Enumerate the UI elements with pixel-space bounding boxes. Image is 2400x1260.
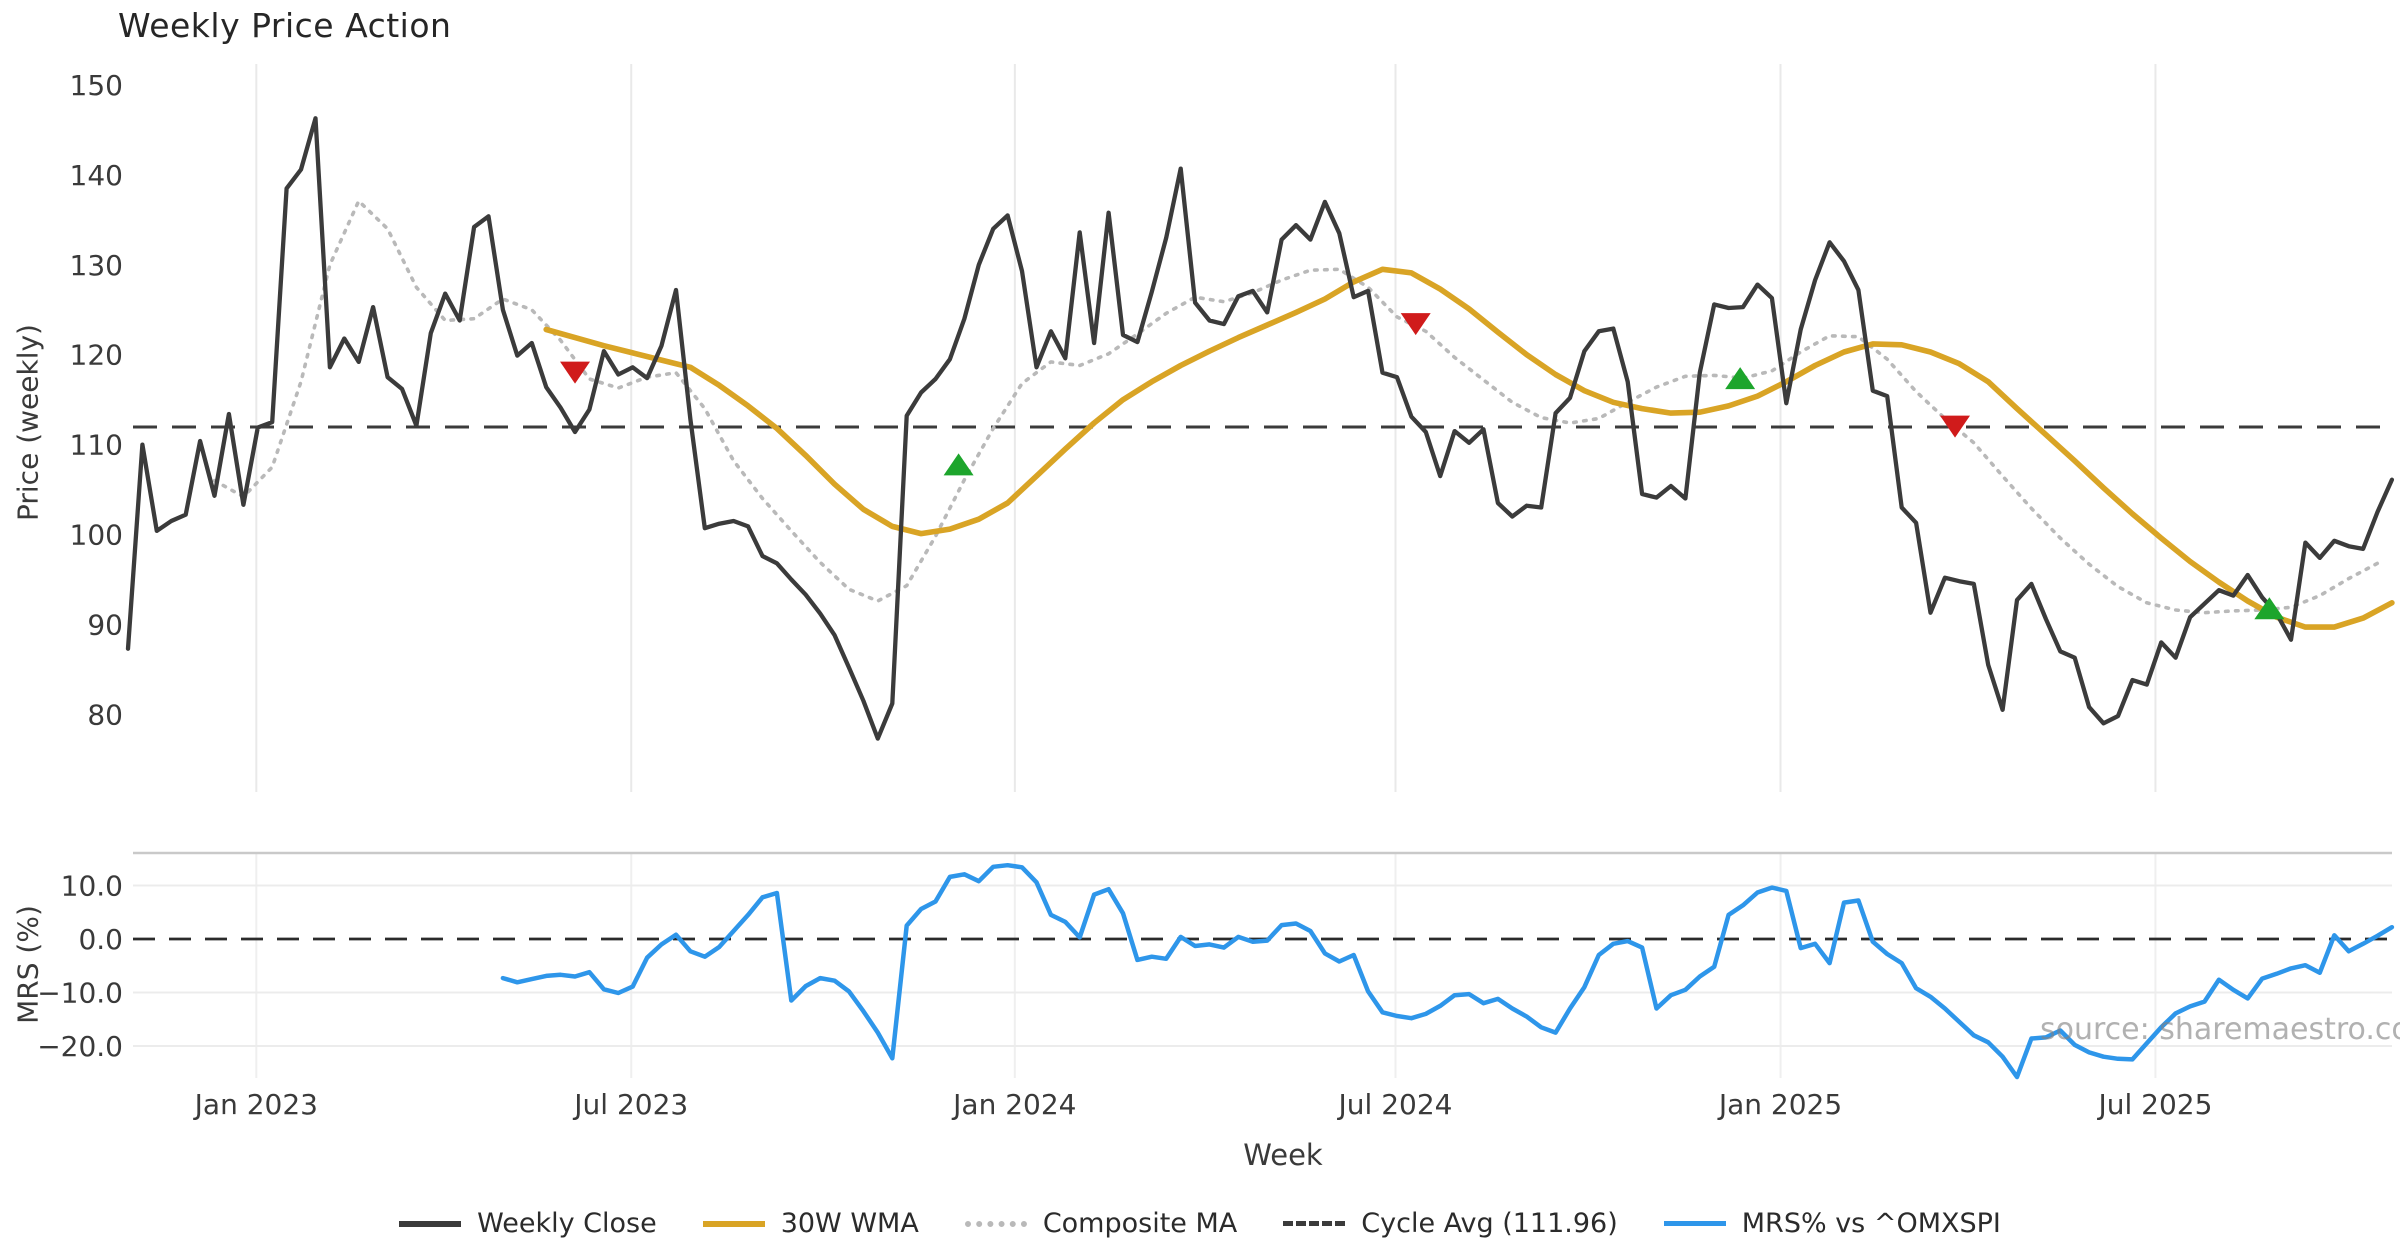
tick-label: 110: [70, 429, 123, 462]
legend-item-weekly-close: Weekly Close: [399, 1208, 657, 1239]
tick-label: −10.0: [37, 977, 123, 1010]
sell-signal-marker: [1940, 415, 1971, 438]
signal-markers: [560, 313, 2285, 620]
tick-label: Jul 2025: [2096, 1088, 2212, 1121]
tick-label: 10.0: [61, 870, 123, 903]
tick-label: 150: [70, 69, 123, 102]
week-axis-label: Week: [1243, 1138, 1323, 1172]
buy-signal-marker: [1725, 367, 1756, 390]
tick-label: Jan 2025: [1717, 1088, 1842, 1121]
data-series: [125, 116, 2395, 1080]
composite-ma-line-swatch: [964, 1220, 1027, 1227]
tick-label: 90: [87, 608, 123, 641]
tick-label: 140: [70, 159, 123, 192]
mrs-line-swatch: [1663, 1221, 1726, 1226]
reference-lines: [133, 425, 2392, 941]
legend-item-composite-ma: Composite MA: [964, 1208, 1237, 1239]
legend-item-cycle-avg: Cycle Avg (111.96): [1283, 1208, 1618, 1239]
tick-label: −20.0: [37, 1030, 123, 1063]
tick-label: 80: [87, 698, 123, 731]
weekly-close-line-swatch: [399, 1220, 462, 1227]
tick-label: 0.0: [78, 923, 123, 956]
tick-label: Jan 2023: [193, 1088, 318, 1121]
legend-item-30w-wma: 30W WMA: [702, 1208, 919, 1239]
series-mrs-vs-omxspi: [500, 862, 2395, 1080]
price-axis-label: Price (weekly): [11, 324, 45, 521]
buy-signal-marker: [2254, 597, 2285, 620]
watermark: source: sharemaestro.com: [2040, 1012, 2400, 1047]
wma-line-swatch: [702, 1220, 765, 1227]
series-weekly-close: [125, 116, 2395, 741]
mrs-axis-label: MRS (%): [11, 905, 45, 1024]
cycle-avg-line-swatch: [1283, 1221, 1346, 1226]
legend-item-mrs: MRS% vs ^OMXSPI: [1663, 1208, 2001, 1239]
gridlines: [133, 64, 2392, 1078]
sell-signal-marker: [560, 361, 591, 384]
series-30w-wma: [543, 266, 2395, 630]
tick-label: 120: [70, 339, 123, 372]
tick-label: Jul 2024: [1337, 1088, 1453, 1121]
legend: Weekly Close 30W WMA Composite MA Cycle …: [0, 1208, 2400, 1239]
tick-label: 130: [70, 249, 123, 282]
tick-label: Jul 2023: [572, 1088, 688, 1121]
series-composite-ma: [212, 199, 2380, 615]
sell-signal-marker: [1400, 313, 1431, 336]
tick-label: 100: [70, 519, 123, 552]
tick-labels: 150 140 130 120 110 100 90 80 10.0 0.0 −10.0 −20.0 J…: [37, 69, 2212, 1121]
buy-signal-marker: [943, 453, 974, 476]
page-title: Weekly Price Action: [118, 6, 452, 45]
tick-label: Jan 2024: [951, 1088, 1076, 1121]
